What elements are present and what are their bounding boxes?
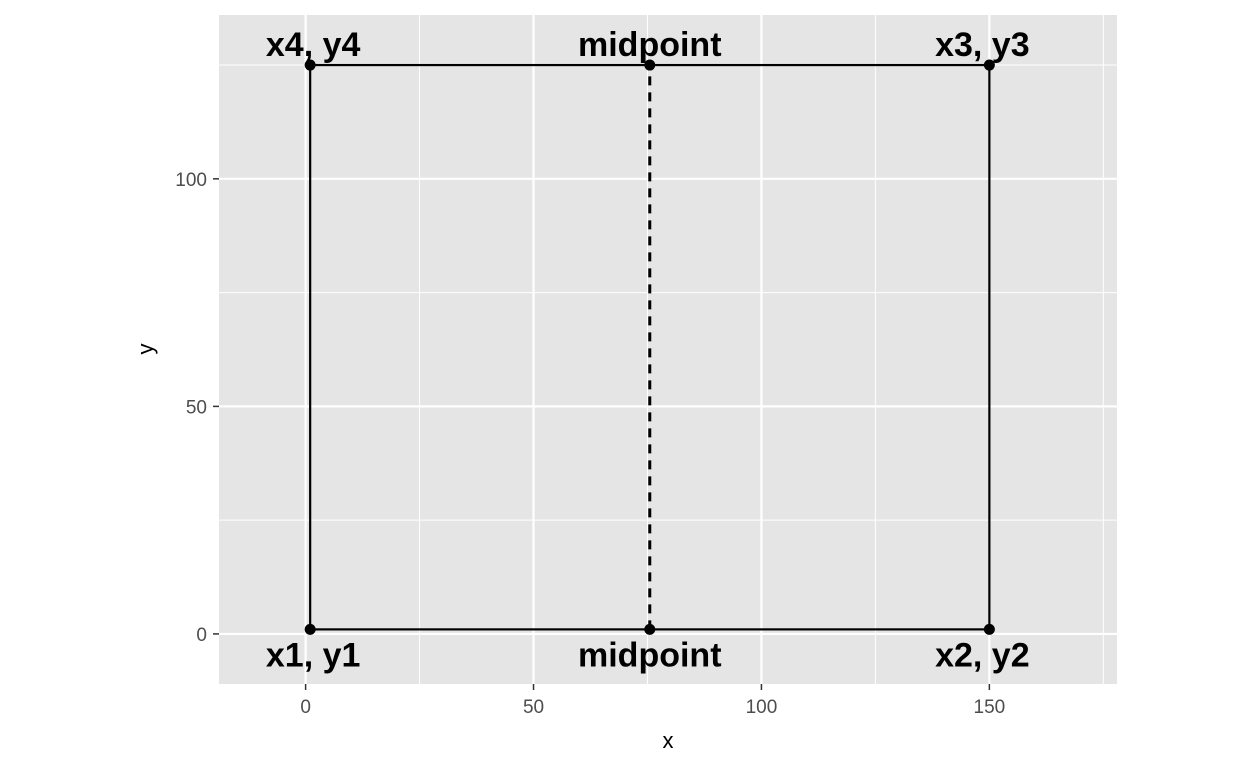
- point-labels: x1, y1 x2, y2 x3, y3 x4, y4 midpoint midpoint: [266, 26, 1030, 674]
- x-tick-label: 150: [974, 697, 1006, 718]
- point-label: x1, y1: [266, 636, 361, 674]
- data-point: [983, 59, 995, 71]
- x-tick-label: 0: [300, 697, 311, 718]
- data-point: [644, 59, 656, 71]
- data-point: [983, 623, 995, 635]
- panel-background: [219, 15, 1117, 684]
- data-point: [304, 623, 316, 635]
- point-label: x4, y4: [266, 26, 361, 64]
- data-point: [644, 623, 656, 635]
- y-tick-label: 0: [196, 625, 207, 646]
- point-label: midpoint: [578, 26, 722, 64]
- y-axis-title: y: [133, 344, 158, 355]
- x-tick-label: 100: [746, 697, 778, 718]
- point-label: x3, y3: [935, 26, 1030, 64]
- point-label: x2, y2: [935, 636, 1030, 674]
- x-axis-title: x: [663, 728, 674, 753]
- x-tick-label: 50: [523, 697, 544, 718]
- points: [304, 59, 995, 635]
- axes: 0 50 100 150 0 50 100: [175, 170, 1005, 718]
- data-point: [304, 59, 316, 71]
- y-tick-label: 100: [175, 170, 207, 191]
- y-tick-label: 50: [186, 397, 207, 418]
- point-label: midpoint: [578, 636, 722, 674]
